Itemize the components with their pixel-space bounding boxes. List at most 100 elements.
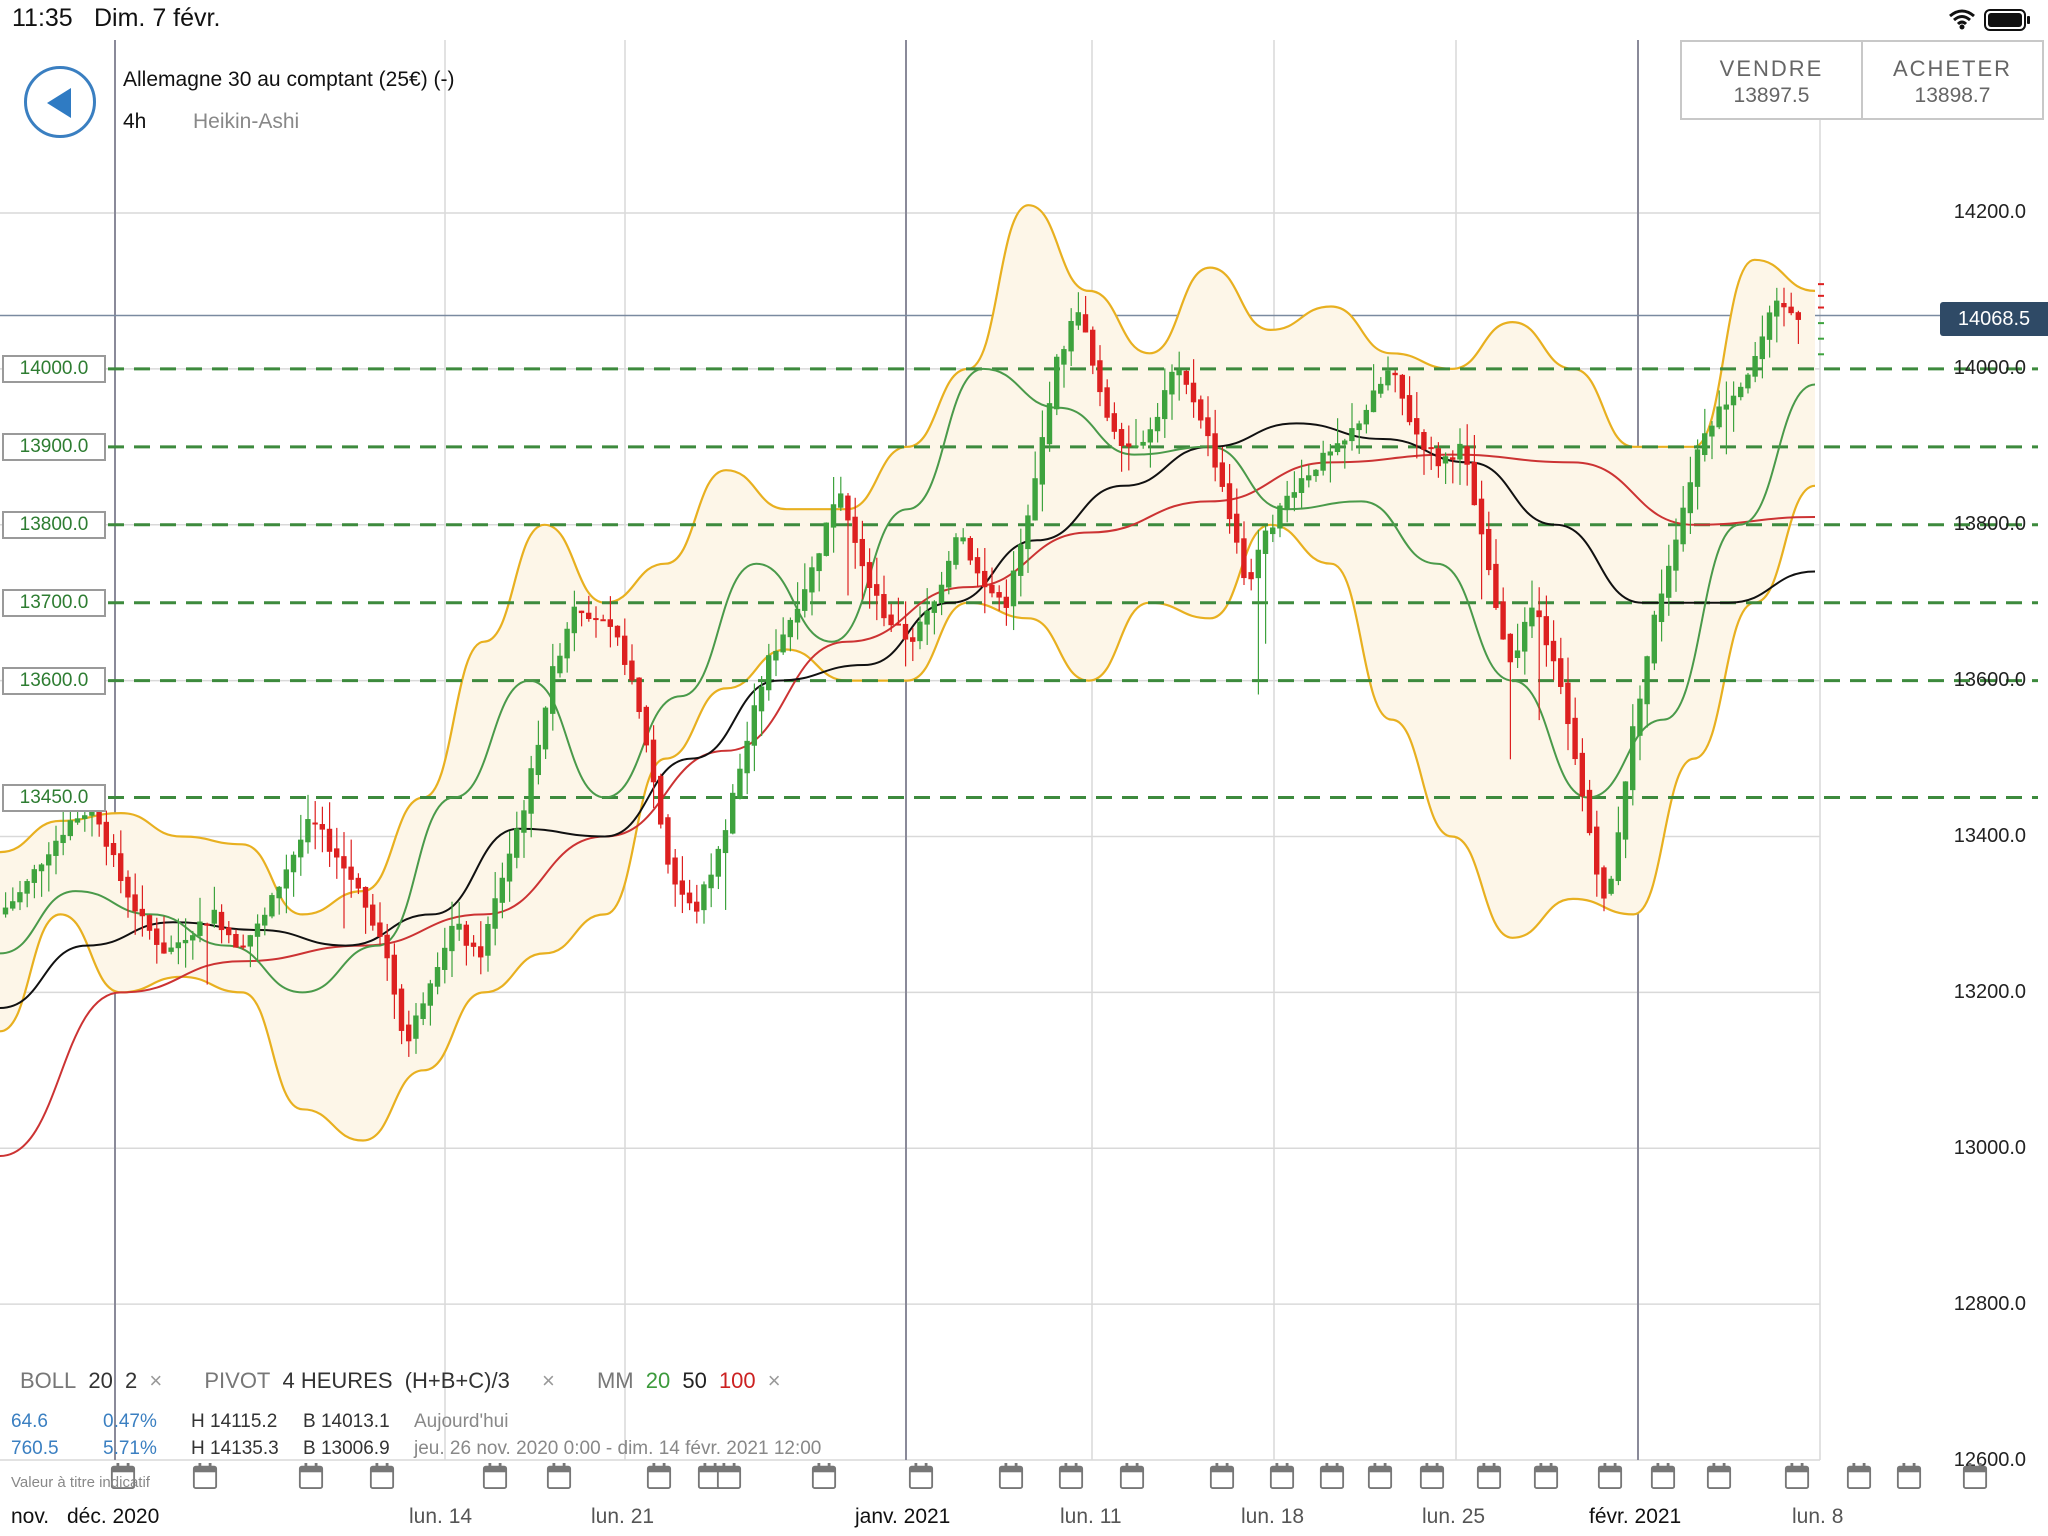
candle-body: [1687, 482, 1693, 514]
candle-body: [1010, 570, 1017, 607]
candle-body: [1133, 445, 1139, 448]
calendar-icon[interactable]: [998, 1462, 1024, 1490]
level-tag[interactable]: 13700.0: [2, 589, 106, 617]
candle-body: [1154, 416, 1161, 432]
candle-body: [1428, 447, 1434, 450]
candle-body: [290, 854, 297, 873]
candle-body: [218, 911, 225, 931]
calendar-icon[interactable]: [1476, 1462, 1502, 1490]
timeframe-selector[interactable]: 4h: [123, 110, 147, 133]
candle-body: [24, 881, 30, 894]
level-tag[interactable]: 13600.0: [2, 667, 106, 695]
y-tick-label: 13200.0: [1953, 981, 2026, 1003]
candle-body: [1795, 312, 1801, 320]
candle-body: [895, 623, 901, 626]
calendar-icon[interactable]: [1058, 1462, 1084, 1490]
level-tag[interactable]: 13900.0: [2, 433, 106, 461]
calendar-icon[interactable]: [110, 1462, 136, 1490]
calendar-icon[interactable]: [1319, 1462, 1345, 1490]
candle-body: [334, 848, 340, 858]
instrument-name: Allemagne 30 au comptant (25€) (-): [123, 68, 455, 91]
calendar-icon[interactable]: [811, 1462, 837, 1490]
price-tick-marker: [1818, 294, 1824, 297]
pivot-name[interactable]: PIVOT: [204, 1368, 271, 1393]
candle-body: [31, 869, 37, 883]
candle-body: [586, 612, 592, 620]
candle-body: [1226, 483, 1233, 520]
boll-name[interactable]: BOLL: [20, 1368, 77, 1393]
pivot-close-icon[interactable]: ×: [541, 1368, 555, 1393]
level-tag[interactable]: 13450.0: [2, 784, 106, 812]
calendar-icon[interactable]: [369, 1462, 395, 1490]
stat-high: H 14135.3: [191, 1438, 279, 1459]
ma-close-icon[interactable]: ×: [767, 1368, 781, 1393]
calendar-icon[interactable]: [298, 1462, 324, 1490]
pivot-interval: 4 HEURES: [282, 1368, 393, 1393]
price-tick-marker: [1818, 337, 1824, 340]
calendar-icon[interactable]: [1962, 1462, 1988, 1490]
candle-body: [1025, 515, 1031, 550]
candles: [2, 283, 1824, 1057]
level-tag[interactable]: 14000.0: [2, 355, 106, 383]
buy-button[interactable]: ACHETER 13898.7: [1861, 42, 2042, 118]
candle-body: [262, 914, 268, 926]
candle-body: [629, 660, 635, 681]
y-tick-label: 14000.0: [1953, 357, 2026, 379]
candle-body: [773, 650, 779, 661]
price-tick-marker: [1818, 353, 1824, 356]
candle-body: [254, 923, 261, 937]
disclaimer: Valeur à titre indicatif: [11, 1474, 150, 1491]
calendar-icon[interactable]: [1269, 1462, 1295, 1490]
calendar-icon[interactable]: [1784, 1462, 1810, 1490]
calendar-icon[interactable]: [1209, 1462, 1235, 1490]
calendar-icon[interactable]: [908, 1462, 934, 1490]
calendar-icon[interactable]: [1650, 1462, 1676, 1490]
candle-body: [758, 686, 765, 712]
candle-body: [1169, 371, 1175, 395]
candle-body: [1644, 656, 1650, 705]
candle-body: [1601, 867, 1607, 899]
candle-body: [1471, 461, 1477, 506]
calendar-icon[interactable]: [482, 1462, 508, 1490]
candle-body: [1075, 312, 1081, 326]
ma-name[interactable]: MM: [596, 1368, 634, 1393]
candle-body: [312, 822, 318, 825]
calendar-icon[interactable]: [1119, 1462, 1145, 1490]
candle-body: [377, 922, 383, 937]
calendar-icon[interactable]: [1846, 1462, 1872, 1490]
candle-body: [1342, 440, 1348, 445]
candle-body: [1090, 329, 1096, 366]
x-tick-label: lun. 25: [1422, 1505, 1486, 1528]
calendar-icon[interactable]: [1419, 1462, 1445, 1490]
y-tick-label: 14200.0: [1953, 201, 2026, 223]
candle-body: [830, 504, 837, 528]
back-button[interactable]: [24, 66, 96, 138]
candle-body: [600, 619, 606, 622]
candle-body: [550, 666, 556, 714]
candle-body: [874, 584, 880, 596]
calendar-icon[interactable]: [1367, 1462, 1393, 1490]
candle-body: [1018, 544, 1024, 576]
calendar-icon[interactable]: [716, 1462, 742, 1490]
candle-body: [614, 625, 621, 638]
candle-body: [1414, 418, 1420, 435]
pivot-formula: (H+B+C)/3: [404, 1368, 510, 1393]
level-tag[interactable]: 13800.0: [2, 511, 106, 539]
candle-body: [1234, 513, 1240, 543]
candle-body: [1651, 614, 1657, 664]
calendar-icon[interactable]: [1706, 1462, 1732, 1490]
sell-button[interactable]: VENDRE 13897.5: [1682, 42, 1861, 118]
calendar-icon[interactable]: [646, 1462, 672, 1490]
calendar-icon[interactable]: [192, 1462, 218, 1490]
calendar-icon[interactable]: [1896, 1462, 1922, 1490]
calendar-icon[interactable]: [1533, 1462, 1559, 1490]
candle-body: [1046, 403, 1053, 445]
candle-body: [1702, 433, 1708, 456]
candle-body: [1183, 370, 1189, 385]
calendar-icon[interactable]: [1597, 1462, 1623, 1490]
boll-close-icon[interactable]: ×: [149, 1368, 163, 1393]
calendar-icon[interactable]: [546, 1462, 572, 1490]
candle-body: [1493, 563, 1499, 608]
chart-type-selector[interactable]: Heikin-Ashi: [193, 110, 300, 133]
